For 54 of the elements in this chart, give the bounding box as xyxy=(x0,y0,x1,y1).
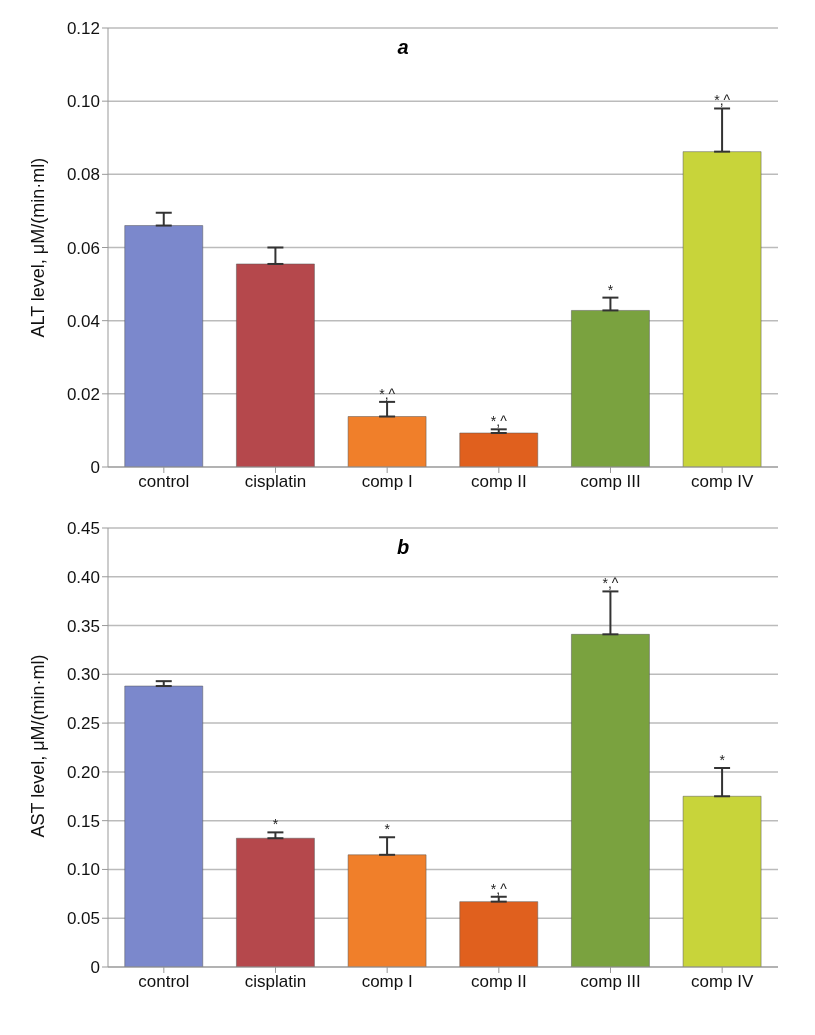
x-tick-label: comp III xyxy=(580,972,641,992)
bar xyxy=(236,837,315,967)
y-tick-label: 0.05 xyxy=(66,909,100,929)
x-tick-label: cisplatin xyxy=(244,972,307,992)
bar xyxy=(571,634,650,967)
y-tick-label: 0.15 xyxy=(66,811,100,831)
x-tick-label: cisplatin xyxy=(244,472,307,492)
x-tick-label: comp I xyxy=(361,472,413,492)
annotation: *,^ xyxy=(379,385,396,402)
x-tick-label: comp II xyxy=(470,972,527,992)
bar xyxy=(571,310,650,467)
bar xyxy=(459,901,538,967)
y-tick-label: 0.20 xyxy=(66,762,100,782)
annotation: *,^ xyxy=(490,880,508,897)
annotation: *,^ xyxy=(490,413,508,430)
y-tick-label: 0.02 xyxy=(66,384,100,404)
y-tick-label: 0.06 xyxy=(66,238,100,258)
x-tick-label: control xyxy=(138,972,190,992)
annotation: * xyxy=(272,816,279,833)
bar xyxy=(459,432,538,467)
y-tick-label: 0.12 xyxy=(66,19,100,39)
y-tick-label: 0 xyxy=(90,458,100,478)
bar xyxy=(347,854,427,967)
x-tick-label: comp I xyxy=(361,972,413,992)
y-tick-label: 0.08 xyxy=(66,165,100,185)
x-tick-label: comp IV xyxy=(690,472,754,492)
y-axis-title: AST level, μM/(min·ml) xyxy=(28,654,49,838)
bar xyxy=(347,416,427,467)
bar xyxy=(124,225,203,467)
x-tick-label: comp III xyxy=(580,472,641,492)
x-tick-label: control xyxy=(138,472,190,492)
y-tick-label: 0.10 xyxy=(66,92,100,112)
y-tick-label: 0.25 xyxy=(66,714,100,734)
annotation: *,^ xyxy=(714,92,731,109)
chart-title: b xyxy=(396,536,410,558)
y-tick-label: 0.30 xyxy=(66,665,100,685)
annotation: * xyxy=(719,751,726,768)
annotation: *,^ xyxy=(602,575,619,592)
y-tick-label: 0 xyxy=(90,958,100,978)
annotation: * xyxy=(607,281,614,298)
chart-title: a xyxy=(397,36,409,58)
annotation: * xyxy=(384,821,391,838)
y-tick-label: 0.35 xyxy=(66,616,100,636)
x-tick-label: comp IV xyxy=(690,972,754,992)
y-tick-label: 0.10 xyxy=(66,860,100,880)
y-tick-label: 0.40 xyxy=(66,567,100,587)
y-tick-label: 0.04 xyxy=(66,311,100,331)
y-tick-label: 0.45 xyxy=(66,519,100,539)
bar xyxy=(124,685,203,967)
y-axis-title: ALT level, μM/(min·ml) xyxy=(28,157,49,338)
bar xyxy=(236,263,315,467)
bar xyxy=(682,796,762,967)
bar xyxy=(682,151,762,467)
x-tick-label: comp II xyxy=(470,472,527,492)
